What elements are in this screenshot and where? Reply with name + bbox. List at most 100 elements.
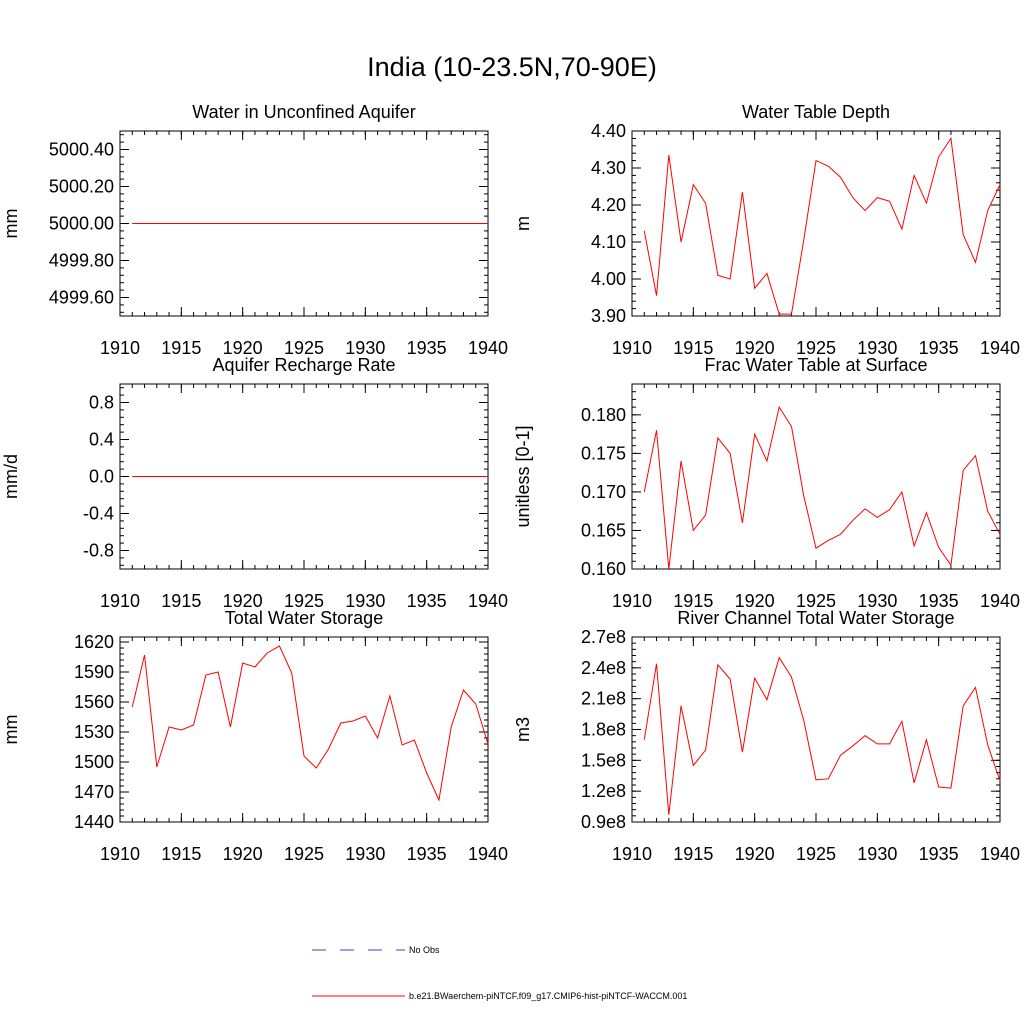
y-tick-label: 0.175 bbox=[581, 443, 626, 463]
y-tick-label: 0.4 bbox=[89, 430, 114, 450]
series-line-0 bbox=[643, 405, 1001, 570]
y-tick-label: 2.7e8 bbox=[581, 627, 626, 647]
panel-title: Aquifer Recharge Rate bbox=[212, 355, 395, 375]
x-tick-label: 1940 bbox=[980, 591, 1020, 611]
x-tick-label: 1925 bbox=[284, 338, 324, 358]
panel-title: Water in Unconfined Aquifer bbox=[192, 102, 415, 122]
x-tick-label: 1925 bbox=[796, 844, 836, 864]
x-tick-label: 1930 bbox=[857, 338, 897, 358]
x-tick-label: 1935 bbox=[407, 591, 447, 611]
panel-river-channel-total-water-storage: River Channel Total Water Storage m3 1910 1… bbox=[513, 608, 1020, 864]
y-tick-label: 0.160 bbox=[581, 559, 626, 579]
x-tick-label: 1930 bbox=[857, 591, 897, 611]
y-tick-label: 1620 bbox=[74, 632, 114, 652]
y-tick-label: 1.5e8 bbox=[581, 750, 626, 770]
x-tick-label: 1940 bbox=[980, 844, 1020, 864]
panel-title: River Channel Total Water Storage bbox=[677, 608, 954, 628]
y-tick-label: 5000.00 bbox=[49, 214, 114, 234]
x-tick-label: 1935 bbox=[919, 844, 959, 864]
y-tick-label: 3.90 bbox=[591, 306, 626, 326]
x-tick-label: 1925 bbox=[284, 591, 324, 611]
y-tick-label: 1470 bbox=[74, 782, 114, 802]
plot-frame bbox=[631, 636, 1001, 823]
panel-frac-water-table-at-surface: Frac Water Table at Surface unitless [0-1… bbox=[513, 355, 1020, 611]
series-line-0 bbox=[131, 645, 489, 802]
figure-title: India (10-23.5N,70-90E) bbox=[367, 52, 657, 82]
y-axis-label: mm/d bbox=[1, 454, 21, 499]
panel-water-table-depth: Water Table Depth m 1910 1915 1920 1925 1930 19… bbox=[513, 102, 1020, 358]
panel-aquifer-recharge-rate: Aquifer Recharge Rate mm/d 1910 1915 1920 192… bbox=[1, 355, 508, 611]
y-axis-label: unitless [0-1] bbox=[513, 425, 533, 527]
y-tick-label: 4.30 bbox=[591, 158, 626, 178]
x-tick-label: 1910 bbox=[612, 844, 652, 864]
x-tick-label: 1920 bbox=[735, 338, 775, 358]
x-tick-label: 1920 bbox=[735, 844, 775, 864]
y-tick-label: 0.165 bbox=[581, 520, 626, 540]
y-tick-label: 4.00 bbox=[591, 269, 626, 289]
x-tick-label: 1940 bbox=[468, 591, 508, 611]
x-tick-label: 1940 bbox=[468, 338, 508, 358]
x-tick-label: 1915 bbox=[161, 338, 201, 358]
y-tick-label: 0.9e8 bbox=[581, 812, 626, 832]
x-tick-label: 1925 bbox=[284, 844, 324, 864]
panel-title: Water Table Depth bbox=[742, 102, 890, 122]
x-tick-label: 1915 bbox=[673, 338, 713, 358]
y-tick-label: 0.0 bbox=[89, 467, 114, 487]
y-tick-label: 4.10 bbox=[591, 232, 626, 252]
x-tick-label: 1910 bbox=[100, 338, 140, 358]
y-tick-label: 4999.60 bbox=[49, 288, 114, 308]
panel-water-in-unconfined-aquifer: Water in Unconfined Aquifer mm 1910 1915 192… bbox=[1, 102, 508, 358]
plot-frame bbox=[631, 383, 1001, 570]
y-tick-label: 1590 bbox=[74, 662, 114, 682]
y-tick-label: 0.170 bbox=[581, 482, 626, 502]
y-tick-label: 4.40 bbox=[591, 121, 626, 141]
x-tick-label: 1920 bbox=[223, 338, 263, 358]
plot-frame bbox=[631, 130, 1001, 317]
y-tick-label: 0.8 bbox=[89, 393, 114, 413]
legend: No Obs b.e21.BWaerchem-piNTCF.f09_g17.CM… bbox=[312, 945, 687, 1001]
plot-frame bbox=[119, 636, 489, 823]
y-tick-label: 2.4e8 bbox=[581, 658, 626, 678]
y-tick-label: -0.4 bbox=[83, 504, 114, 524]
legend-label-no-obs: No Obs bbox=[409, 945, 440, 955]
x-tick-label: 1910 bbox=[612, 338, 652, 358]
x-tick-label: 1935 bbox=[407, 338, 447, 358]
x-tick-label: 1920 bbox=[223, 591, 263, 611]
y-axis-label: mm bbox=[1, 209, 21, 239]
panel-title: Total Water Storage bbox=[225, 608, 383, 628]
x-tick-label: 1930 bbox=[345, 591, 385, 611]
y-tick-label: 1.8e8 bbox=[581, 720, 626, 740]
x-tick-label: 1915 bbox=[673, 844, 713, 864]
y-axis-label: m bbox=[513, 216, 533, 231]
y-axis-label: m3 bbox=[513, 717, 533, 742]
y-tick-label: 5000.20 bbox=[49, 177, 114, 197]
y-tick-label: 1440 bbox=[74, 812, 114, 832]
x-tick-label: 1935 bbox=[919, 338, 959, 358]
x-tick-label: 1940 bbox=[468, 844, 508, 864]
x-tick-label: 1915 bbox=[673, 591, 713, 611]
y-tick-label: 1560 bbox=[74, 692, 114, 712]
y-tick-label: 5000.40 bbox=[49, 140, 114, 160]
legend-label-model: b.e21.BWaerchem-piNTCF.f09_g17.CMIP6-his… bbox=[409, 991, 687, 1001]
x-tick-label: 1930 bbox=[345, 844, 385, 864]
series-line-0 bbox=[643, 137, 1001, 315]
x-tick-label: 1915 bbox=[161, 844, 201, 864]
y-tick-label: 2.1e8 bbox=[581, 689, 626, 709]
y-tick-label: 4.20 bbox=[591, 195, 626, 215]
y-tick-label: 1530 bbox=[74, 722, 114, 742]
x-tick-label: 1930 bbox=[857, 844, 897, 864]
x-tick-label: 1910 bbox=[100, 591, 140, 611]
series-line-0 bbox=[643, 656, 1001, 815]
x-tick-label: 1920 bbox=[223, 844, 263, 864]
x-tick-label: 1910 bbox=[100, 844, 140, 864]
y-tick-label: 1500 bbox=[74, 752, 114, 772]
x-tick-label: 1925 bbox=[796, 591, 836, 611]
x-tick-label: 1930 bbox=[345, 338, 385, 358]
x-tick-label: 1935 bbox=[407, 844, 447, 864]
x-tick-label: 1940 bbox=[980, 338, 1020, 358]
x-tick-label: 1910 bbox=[612, 591, 652, 611]
y-tick-label: 0.180 bbox=[581, 405, 626, 425]
x-tick-label: 1935 bbox=[919, 591, 959, 611]
panel-total-water-storage: Total Water Storage mm 1910 1915 1920 1925 193… bbox=[1, 608, 508, 864]
